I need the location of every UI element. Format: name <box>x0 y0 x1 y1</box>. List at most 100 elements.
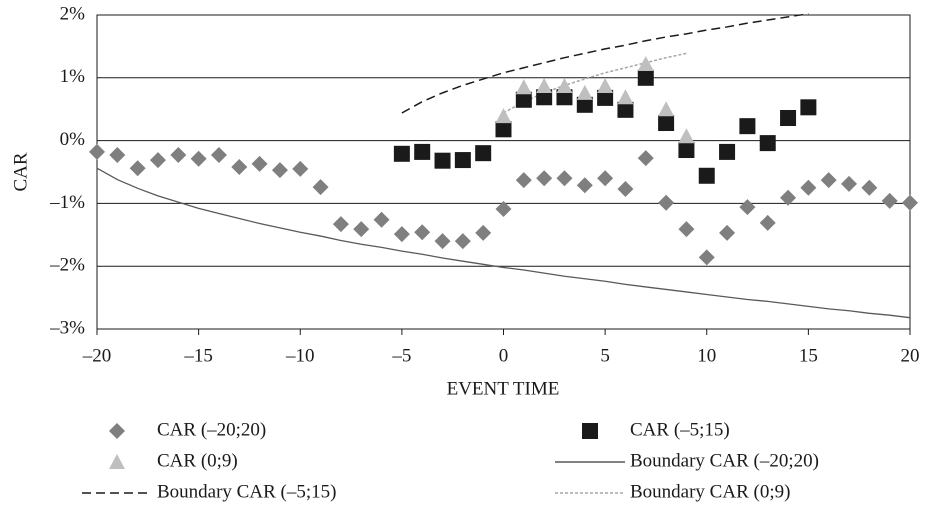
square-marker <box>597 89 614 106</box>
y-tick-label: 2% <box>60 3 86 24</box>
square-marker <box>393 145 410 162</box>
boundary-line <box>503 52 687 114</box>
diamond-marker <box>658 194 675 211</box>
diamond-marker <box>89 143 105 160</box>
triangle-marker <box>536 77 553 93</box>
diamond-marker <box>434 233 451 250</box>
diamond-marker <box>109 147 126 164</box>
square-marker <box>414 143 431 160</box>
legend-marker <box>582 423 598 439</box>
diamond-marker <box>800 179 817 196</box>
square-marker <box>739 118 756 135</box>
x-tick-label: –15 <box>183 345 213 366</box>
diamond-marker <box>475 224 492 241</box>
diamond-marker <box>332 216 349 233</box>
square-marker <box>658 115 675 132</box>
diamond-marker <box>597 170 614 187</box>
square-marker <box>495 121 512 138</box>
x-tick-label: 15 <box>799 345 818 366</box>
diamond-marker <box>210 147 227 164</box>
diamond-marker <box>759 214 776 231</box>
y-tick-label: 1% <box>60 66 86 87</box>
diamond-marker <box>129 160 146 177</box>
square-marker <box>617 101 634 118</box>
diamond-marker <box>698 249 715 266</box>
diamond-marker <box>617 180 634 197</box>
plot-frame <box>96 14 911 330</box>
x-tick-label: 10 <box>697 345 716 366</box>
x-tick-label: 20 <box>901 345 920 366</box>
square-marker <box>536 89 553 106</box>
triangle-marker <box>576 84 593 100</box>
triangle-marker <box>556 77 573 93</box>
boundary-line <box>401 13 809 114</box>
x-tick-label: –5 <box>391 345 411 366</box>
diamond-marker <box>861 179 878 196</box>
diamond-marker <box>556 170 573 187</box>
legend-label: Boundary CAR (0;9) <box>630 481 790 502</box>
x-axis-label: EVENT TIME <box>447 378 560 399</box>
boundary-line <box>96 167 911 319</box>
x-tick-label: 5 <box>600 345 610 366</box>
square-marker <box>454 152 471 169</box>
legend-label: Boundary CAR (–20;20) <box>630 450 819 471</box>
diamond-marker <box>495 201 512 218</box>
square-marker <box>475 145 492 162</box>
diamond-marker <box>739 199 756 216</box>
y-tick-label: –2% <box>49 255 85 276</box>
diamond-marker <box>373 211 390 228</box>
legend-label: CAR (0;9) <box>157 450 238 471</box>
triangle-marker <box>515 79 532 95</box>
diamond-marker <box>780 189 797 206</box>
square-marker <box>780 109 797 126</box>
triangle-marker <box>617 89 634 105</box>
diamond-marker <box>170 147 187 164</box>
x-tick-label: –10 <box>285 345 315 366</box>
diamond-marker <box>312 179 329 196</box>
diamond-marker <box>393 226 410 243</box>
legend-marker <box>109 423 125 439</box>
square-marker <box>719 143 736 160</box>
diamond-marker <box>271 162 288 179</box>
legend-label: CAR (–20;20) <box>157 419 266 440</box>
square-marker <box>759 135 776 152</box>
square-marker <box>637 69 654 86</box>
diamond-marker <box>454 233 471 250</box>
legend-label: CAR (–5;15) <box>630 419 730 440</box>
y-axis-label: CAR <box>10 152 31 191</box>
diamond-marker <box>881 192 898 209</box>
diamond-marker <box>231 158 248 175</box>
square-marker <box>434 152 451 169</box>
diamond-marker <box>536 170 553 187</box>
diamond-marker <box>576 177 593 194</box>
y-tick-label: –1% <box>49 192 85 213</box>
triangle-marker <box>597 77 614 93</box>
diamond-marker <box>149 152 166 169</box>
square-marker <box>556 89 573 106</box>
diamond-marker <box>251 155 268 172</box>
square-marker <box>515 91 532 108</box>
legend-marker <box>109 454 125 469</box>
diamond-marker <box>515 172 532 189</box>
x-tick-label: 0 <box>499 345 509 366</box>
diamond-marker <box>820 172 837 189</box>
square-marker <box>678 142 695 159</box>
diamond-marker <box>841 175 858 192</box>
legend-label: Boundary CAR (–5;15) <box>157 481 336 502</box>
diamond-marker <box>353 221 370 238</box>
triangle-marker <box>495 108 512 124</box>
square-marker <box>698 167 715 184</box>
y-tick-label: –3% <box>49 317 85 338</box>
diamond-marker <box>637 150 654 167</box>
diamond-marker <box>292 160 309 177</box>
triangle-marker <box>658 101 675 117</box>
y-tick-label: 0% <box>60 129 86 150</box>
triangle-marker <box>678 128 695 144</box>
x-tick-label: –20 <box>82 345 112 366</box>
diamond-marker <box>719 224 736 241</box>
diamond-marker <box>678 221 695 238</box>
square-marker <box>800 99 817 116</box>
diamond-marker <box>414 224 431 241</box>
square-marker <box>576 96 593 113</box>
